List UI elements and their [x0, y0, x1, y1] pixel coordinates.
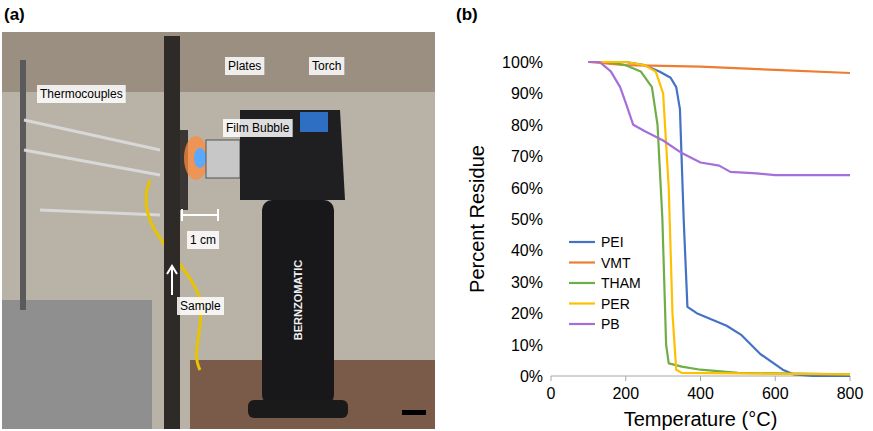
legend-swatch — [569, 241, 595, 243]
legend-label: PEI — [601, 234, 624, 250]
photo-torch-body — [262, 200, 334, 405]
legend-label: PB — [601, 316, 620, 332]
y-tick — [547, 344, 551, 345]
x-tick-label: 800 — [837, 385, 864, 402]
series-lines — [588, 62, 850, 376]
photo-flame-core — [194, 148, 206, 168]
y-tick — [547, 93, 551, 94]
photo-flame — [184, 136, 208, 180]
x-tick — [775, 376, 776, 381]
y-tick — [547, 187, 551, 188]
figure: (a) (b) BERNZOMATIC Thermocouples Plates Film… — [0, 0, 873, 431]
y-tick — [547, 219, 551, 220]
photo-rod — [20, 60, 26, 310]
photo-label-bg — [177, 297, 224, 315]
x-tick-label: 400 — [687, 385, 714, 402]
y-tick — [547, 250, 551, 251]
legend-swatch — [569, 261, 595, 263]
y-tick — [547, 156, 551, 157]
photo-label: Film Bubble — [226, 121, 290, 135]
photo-brand: BERNZOMATIC — [292, 260, 304, 341]
y-tick-label: 10% — [511, 337, 543, 354]
y-tick-label: 20% — [511, 305, 543, 322]
panel-label: (a) — [4, 5, 25, 24]
photo-panel: BERNZOMATIC Thermocouples Plates Film Bubbl… — [2, 32, 435, 429]
photo-sample-arrow — [167, 266, 177, 295]
y-tick-label: 30% — [511, 274, 543, 291]
photo-label: Torch — [312, 59, 341, 73]
photo-thermocouple-wires — [24, 120, 160, 215]
y-axis-title: Percent Residue — [466, 145, 488, 293]
photo-label-bg — [187, 231, 219, 249]
photo-label-bg — [309, 57, 344, 75]
chart: 0% 10% 20% 30% 40% 50% 60% 70% 80% 90% 100% 0 200 400… — [466, 54, 863, 430]
series-line — [588, 62, 850, 73]
photo-wall — [2, 32, 435, 92]
x-tick-label: 0 — [547, 385, 556, 402]
legend-label: VMT — [601, 255, 631, 271]
series-line — [588, 62, 850, 374]
y-tick — [547, 281, 551, 282]
legend-label: THAM — [601, 275, 641, 291]
y-tick — [547, 313, 551, 314]
x-tick-label: 200 — [612, 385, 639, 402]
x-tick — [551, 376, 552, 381]
y-tick — [547, 124, 551, 125]
legend-swatch — [569, 302, 595, 304]
y-tick-label: 70% — [511, 148, 543, 165]
legend: PEI VMT THAM PER PB — [569, 234, 641, 332]
x-tick — [700, 376, 701, 381]
y-tick-label: 40% — [511, 242, 543, 259]
photo-label: Plates — [228, 59, 261, 73]
legend-label: PER — [601, 296, 630, 312]
y-tick-label: 100% — [502, 54, 543, 71]
photo-label-bg — [225, 57, 264, 75]
y-tick-label: 0% — [520, 368, 543, 385]
y-tick-label: 50% — [511, 211, 543, 228]
y-tick — [547, 376, 551, 377]
series-line — [588, 62, 850, 376]
y-tick-label: 80% — [511, 117, 543, 134]
legend-swatch — [569, 323, 595, 325]
photo-plates — [164, 36, 180, 429]
x-tick — [625, 376, 626, 381]
series-line — [588, 62, 850, 374]
y-tick — [547, 62, 551, 63]
photo-label-bg — [37, 85, 126, 103]
y-tick-label: 90% — [511, 85, 543, 102]
photo-label: 1 cm — [190, 233, 216, 247]
photo-scale-bar — [402, 410, 426, 415]
x-axis-title: Temperature (°C) — [624, 408, 778, 430]
photo-torch-base — [248, 400, 348, 418]
photo-dimension — [182, 209, 218, 221]
x-tick-label: 600 — [762, 385, 789, 402]
photo-label-bg — [223, 119, 293, 137]
panel-label: (b) — [456, 5, 478, 24]
y-tick-label: 60% — [511, 180, 543, 197]
photo-stand — [2, 300, 152, 429]
series-line — [588, 62, 850, 175]
legend-swatch — [569, 282, 595, 284]
photo-background — [2, 32, 435, 429]
photo-label: Thermocouples — [40, 87, 123, 101]
photo-torch-nozzle — [206, 140, 240, 178]
photo-torch-button — [300, 112, 328, 132]
photo-label: Sample — [180, 299, 221, 313]
